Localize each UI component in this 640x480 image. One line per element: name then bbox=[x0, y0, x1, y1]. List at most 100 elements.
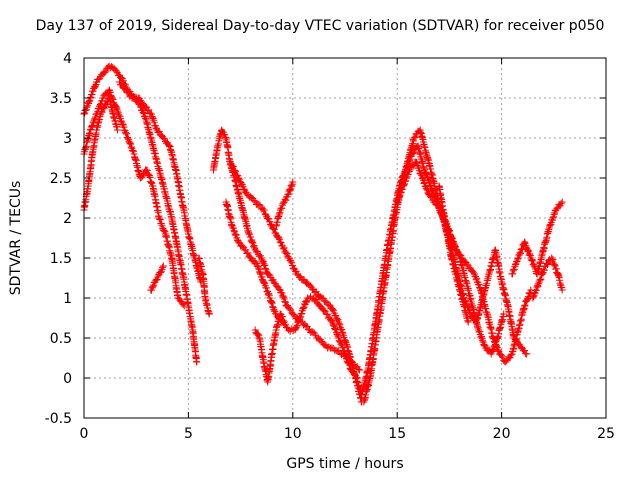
data-point bbox=[398, 185, 406, 193]
data-point bbox=[302, 298, 310, 305]
data-point bbox=[115, 111, 123, 119]
data-point bbox=[527, 256, 535, 264]
data-point bbox=[475, 280, 483, 288]
x-tick-label: 10 bbox=[284, 426, 302, 442]
data-point bbox=[261, 261, 269, 269]
data-point bbox=[540, 266, 548, 274]
data-point bbox=[499, 353, 507, 361]
data-point bbox=[159, 262, 167, 270]
data-point bbox=[143, 166, 151, 174]
data-point bbox=[469, 268, 477, 276]
y-tick-label: 2 bbox=[63, 211, 72, 227]
data-point bbox=[278, 204, 286, 212]
x-axis-label: GPS time / hours bbox=[286, 456, 404, 472]
data-point bbox=[423, 173, 431, 181]
data-point bbox=[477, 333, 485, 341]
data-point bbox=[254, 264, 262, 272]
x-tick-label: 25 bbox=[597, 426, 615, 442]
data-point bbox=[464, 318, 472, 326]
data-point bbox=[397, 188, 405, 196]
data-point bbox=[127, 140, 135, 148]
data-point bbox=[231, 230, 239, 238]
data-point bbox=[275, 234, 283, 242]
data-point bbox=[331, 325, 339, 332]
data-point bbox=[251, 258, 259, 266]
data-point bbox=[165, 141, 173, 149]
data-point bbox=[356, 366, 364, 374]
data-point bbox=[106, 87, 114, 95]
data-point bbox=[139, 109, 147, 116]
data-marks bbox=[80, 62, 566, 406]
data-point bbox=[144, 170, 152, 178]
data-point bbox=[472, 273, 480, 281]
data-point bbox=[147, 179, 155, 186]
x-tick-label: 0 bbox=[80, 426, 89, 442]
data-point bbox=[281, 298, 289, 306]
data-point bbox=[149, 283, 157, 291]
data-point bbox=[150, 281, 158, 289]
data-point bbox=[402, 174, 410, 182]
data-point bbox=[157, 269, 165, 276]
data-point bbox=[422, 185, 430, 193]
data-point bbox=[352, 374, 360, 382]
data-point bbox=[286, 305, 294, 313]
data-point bbox=[275, 285, 283, 293]
data-point bbox=[335, 318, 343, 326]
data-point bbox=[529, 257, 536, 265]
data-point bbox=[521, 301, 529, 309]
data-point bbox=[145, 106, 153, 114]
y-tick-label: 3 bbox=[63, 131, 72, 147]
y-tick-label: 0 bbox=[63, 371, 72, 387]
data-point bbox=[155, 127, 163, 135]
data-point bbox=[268, 299, 276, 307]
data-point bbox=[312, 288, 320, 296]
chart-title: Day 137 of 2019, Sidereal Day-to-day VTE… bbox=[35, 18, 605, 34]
data-point bbox=[137, 98, 145, 106]
data-point bbox=[126, 139, 134, 147]
data-point bbox=[549, 214, 557, 222]
data-point bbox=[280, 244, 288, 252]
data-point bbox=[260, 279, 268, 286]
data-point bbox=[537, 275, 545, 283]
data-point bbox=[235, 238, 242, 246]
data-point bbox=[130, 93, 138, 100]
data-point bbox=[159, 263, 167, 271]
data-point bbox=[232, 167, 239, 175]
data-point bbox=[293, 323, 301, 331]
data-point bbox=[523, 350, 531, 358]
data-point bbox=[91, 82, 99, 90]
data-point bbox=[316, 335, 324, 343]
data-point bbox=[558, 198, 566, 206]
data-point bbox=[535, 280, 543, 288]
y-tick-label: -0.5 bbox=[45, 411, 72, 427]
data-point bbox=[101, 69, 109, 77]
data-point bbox=[354, 365, 362, 373]
data-point bbox=[544, 261, 551, 268]
y-tick-label: 3.5 bbox=[50, 91, 72, 107]
data-point bbox=[500, 310, 508, 318]
data-point bbox=[235, 174, 242, 182]
data-point bbox=[299, 304, 307, 312]
data-point bbox=[526, 290, 534, 298]
data-point bbox=[137, 173, 145, 181]
data-point bbox=[548, 254, 556, 262]
data-point bbox=[265, 290, 273, 298]
data-point bbox=[160, 227, 168, 235]
data-point bbox=[284, 253, 292, 261]
data-point bbox=[514, 254, 522, 262]
data-point bbox=[536, 276, 544, 284]
data-point bbox=[232, 231, 240, 239]
data-point bbox=[490, 343, 498, 351]
data-point bbox=[329, 305, 337, 313]
data-point bbox=[276, 206, 284, 214]
data-point bbox=[193, 358, 201, 366]
data-point bbox=[85, 98, 93, 105]
data-point bbox=[112, 67, 120, 75]
data-point bbox=[280, 293, 288, 301]
data-point bbox=[247, 237, 255, 245]
data-point bbox=[289, 178, 297, 186]
data-point bbox=[488, 347, 496, 355]
y-tick-label: 1 bbox=[63, 291, 72, 307]
data-point bbox=[157, 267, 165, 275]
